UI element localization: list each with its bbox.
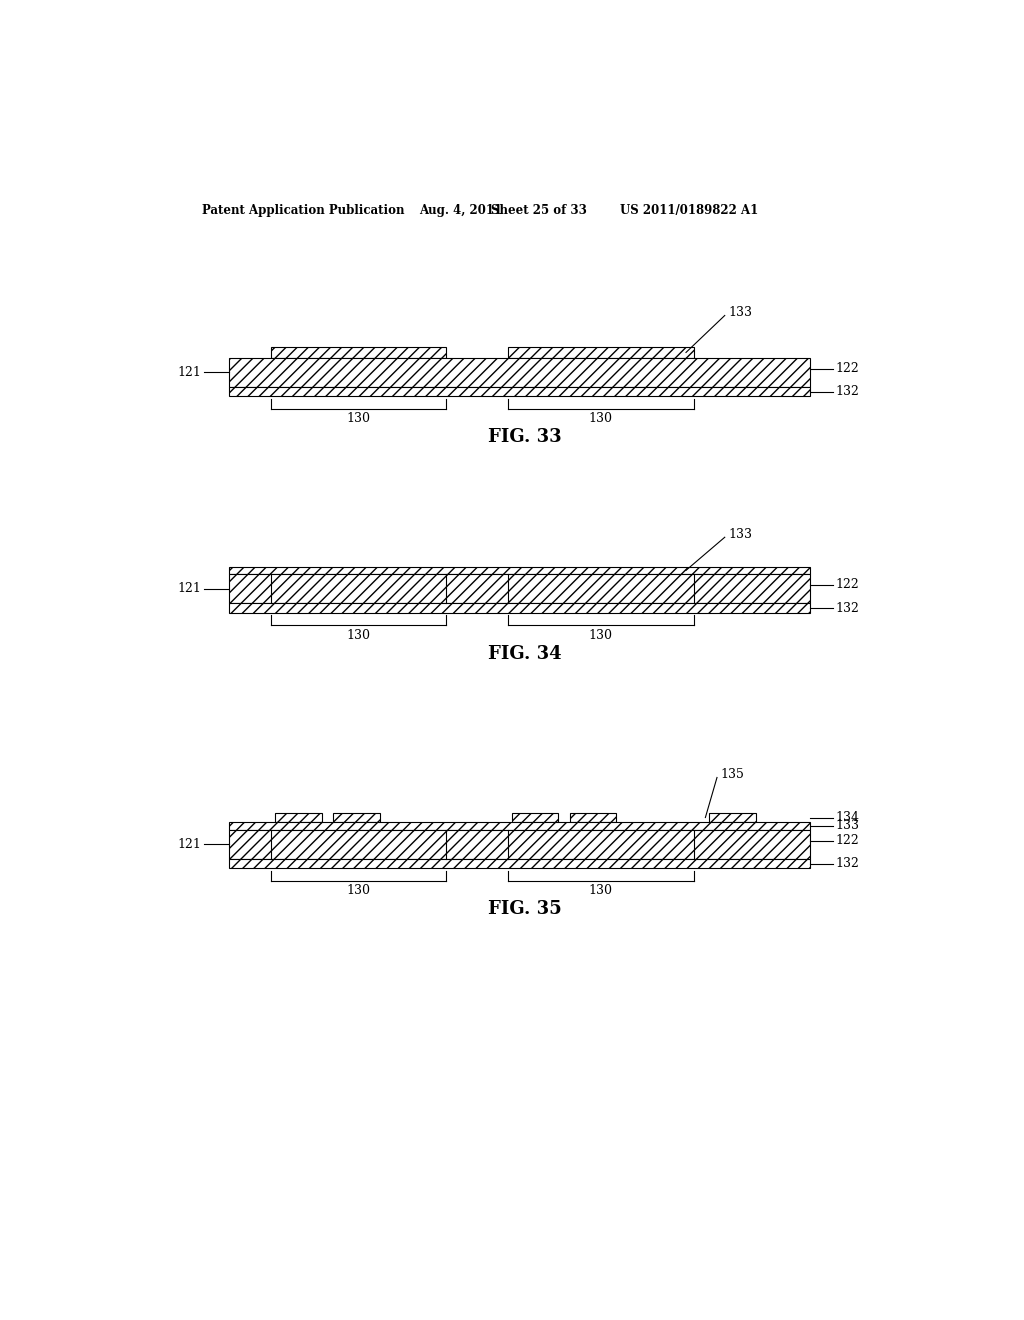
Bar [508,347,693,358]
Bar [569,813,616,822]
Text: FIG. 35: FIG. 35 [487,900,562,919]
Text: 122: 122 [836,578,859,591]
Bar [334,813,380,822]
Bar [228,574,810,603]
Text: 132: 132 [836,602,859,615]
Text: 133: 133 [729,528,753,541]
Bar [710,813,756,822]
Text: FIG. 33: FIG. 33 [488,428,561,446]
Text: 133: 133 [729,306,753,319]
Text: 133: 133 [836,820,859,833]
Text: 121: 121 [178,582,202,595]
Text: 122: 122 [836,362,859,375]
Bar [512,813,558,822]
Text: 130: 130 [346,412,371,425]
Text: 121: 121 [178,366,202,379]
Bar [228,822,810,830]
Text: 132: 132 [836,385,859,399]
Text: 130: 130 [589,628,612,642]
Bar [228,358,810,387]
Bar [228,603,810,612]
Text: Sheet 25 of 33: Sheet 25 of 33 [490,205,587,218]
Text: Patent Application Publication: Patent Application Publication [202,205,404,218]
Bar [228,859,810,869]
Bar [228,830,810,859]
Bar [271,347,445,358]
Text: 130: 130 [589,412,612,425]
Text: 132: 132 [836,857,859,870]
Text: 121: 121 [178,838,202,851]
Bar [228,566,810,574]
Text: 135: 135 [721,768,744,781]
Text: 122: 122 [836,834,859,847]
Text: FIG. 34: FIG. 34 [488,644,561,663]
Text: 130: 130 [589,884,612,898]
Bar [275,813,322,822]
Bar [228,387,810,396]
Text: 130: 130 [346,628,371,642]
Text: 134: 134 [836,810,859,824]
Text: 130: 130 [346,884,371,898]
Text: US 2011/0189822 A1: US 2011/0189822 A1 [621,205,759,218]
Text: Aug. 4, 2011: Aug. 4, 2011 [419,205,502,218]
